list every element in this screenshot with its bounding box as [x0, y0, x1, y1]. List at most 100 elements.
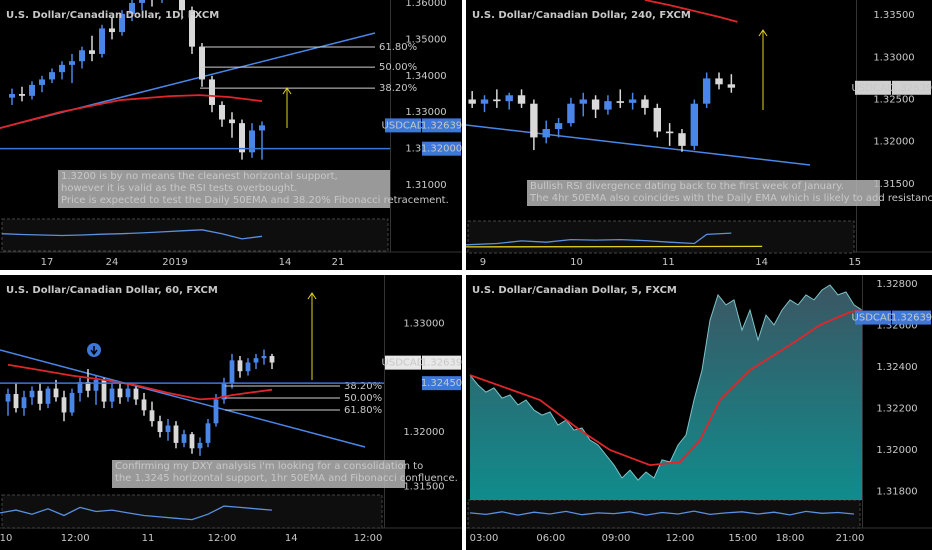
- x-tick-label: 21:00: [836, 533, 865, 544]
- y-tick-label: 1.33500: [873, 10, 914, 21]
- fib-label: 50.00%: [344, 393, 382, 404]
- tag-name: USDCAD: [382, 358, 425, 369]
- y-tick-label: 1.31500: [403, 481, 444, 492]
- candle-body: [77, 382, 83, 393]
- price-tag: [422, 376, 461, 391]
- y-tick-label: 1.35000: [405, 34, 446, 45]
- price-tag-label: 1.32639: [891, 313, 932, 324]
- candle-body: [237, 360, 243, 372]
- annotation-box: [58, 170, 390, 208]
- candle-body: [5, 394, 11, 402]
- rsi-line: [469, 510, 855, 516]
- chart-title: U.S. Dollar/Canadian Dollar, 60, FXCM: [6, 285, 218, 296]
- price-tag-label: 1.32639: [421, 120, 462, 131]
- fib-label: 50.00%: [379, 62, 417, 73]
- trend-line: [465, 124, 811, 166]
- candle-body: [125, 388, 131, 398]
- candle-body: [19, 94, 25, 96]
- candle-body: [157, 421, 163, 433]
- x-tick-label: 17: [41, 257, 54, 268]
- y-tick-label: 1.32800: [876, 279, 917, 290]
- y-tick-label: 1.34000: [405, 71, 446, 82]
- price-tag-label: 1.32639: [421, 358, 462, 369]
- candle-body: [109, 28, 115, 33]
- candle-body: [189, 10, 195, 47]
- candle-body: [99, 28, 105, 54]
- candle-body: [641, 99, 649, 108]
- candle-body: [702, 78, 711, 104]
- fib-label: 61.80%: [379, 42, 417, 53]
- arrow-head: [282, 87, 292, 95]
- candle-body: [119, 13, 125, 33]
- x-tick-label: 14: [285, 533, 298, 544]
- rsi-line: [465, 232, 732, 246]
- x-tick-label: 15: [848, 257, 861, 268]
- candle-body: [149, 410, 155, 422]
- tag-name-box: [385, 355, 421, 370]
- candle-body: [221, 383, 227, 400]
- candle-body: [101, 379, 107, 402]
- candle-body: [604, 101, 612, 110]
- y-tick-label: 1.32600: [876, 321, 917, 332]
- candle-body: [189, 434, 195, 449]
- candle-body: [139, 0, 145, 3]
- x-tick-label: 14: [279, 257, 292, 268]
- price-area: [470, 285, 862, 500]
- candle-body: [517, 95, 526, 104]
- candle-body: [229, 360, 235, 384]
- candle-body: [554, 123, 563, 129]
- annotation-text: Bullish RSI divergence dating back to th…: [530, 181, 844, 192]
- annotation-box: [527, 180, 880, 206]
- indicator-pane: [467, 220, 855, 254]
- y-tick-label: 1.31800: [876, 487, 917, 498]
- price-tag: [422, 355, 461, 370]
- arrow-head: [758, 29, 768, 37]
- indicator-pane: [1, 494, 383, 529]
- candle-body: [79, 50, 85, 62]
- fib-label: 61.80%: [344, 405, 382, 416]
- y-tick-label: 1.32200: [876, 404, 917, 415]
- fib-label: 38.20%: [379, 83, 417, 94]
- x-tick-label: 09:00: [602, 533, 631, 544]
- candle-body: [165, 425, 171, 433]
- tag-name-box: [855, 80, 891, 95]
- price-tag-label: 1.32639: [891, 83, 932, 94]
- x-tick-label: 12:00: [666, 533, 695, 544]
- x-tick-label: 11: [662, 257, 675, 268]
- x-tick-label: 10: [0, 533, 12, 544]
- chart-title: U.S. Dollar/Canadian Dollar, 240, FXCM: [472, 10, 691, 21]
- candle-body: [468, 99, 476, 104]
- price-tag: [422, 118, 461, 133]
- price-tag-label: 1.32000: [421, 144, 462, 155]
- candle-body: [59, 64, 65, 73]
- x-tick-label: 15:00: [728, 533, 757, 544]
- candle-body: [628, 99, 637, 103]
- candle-body: [69, 392, 75, 413]
- candle-body: [245, 362, 251, 372]
- tag-name: USDCAD: [852, 83, 895, 94]
- candle-body: [665, 131, 674, 134]
- ema-line: [469, 309, 863, 467]
- ema-line: [0, 94, 263, 129]
- down-icon-arrow: [90, 346, 98, 356]
- candle-body: [197, 442, 203, 449]
- x-tick-label: 9: [480, 257, 486, 268]
- candle-body: [199, 46, 205, 80]
- candle-body: [133, 388, 139, 400]
- candle-body: [109, 388, 115, 402]
- y-tick-label: 1.32400: [876, 362, 917, 373]
- candle-body: [259, 125, 265, 131]
- candle-body: [173, 425, 179, 443]
- y-tick-label: 1.33000: [873, 52, 914, 63]
- candle-body: [141, 399, 147, 411]
- annotation-box: [112, 460, 405, 488]
- x-tick-label: 24: [106, 257, 119, 268]
- annotation-text: Confirming my DXY analysis i'm looking f…: [115, 461, 423, 472]
- candle-body: [567, 103, 575, 124]
- ema-line: [7, 363, 273, 401]
- candle-body: [690, 103, 699, 146]
- candle-body: [480, 99, 489, 104]
- y-tick-label: 1.36000: [405, 0, 446, 9]
- candle-body: [53, 388, 59, 398]
